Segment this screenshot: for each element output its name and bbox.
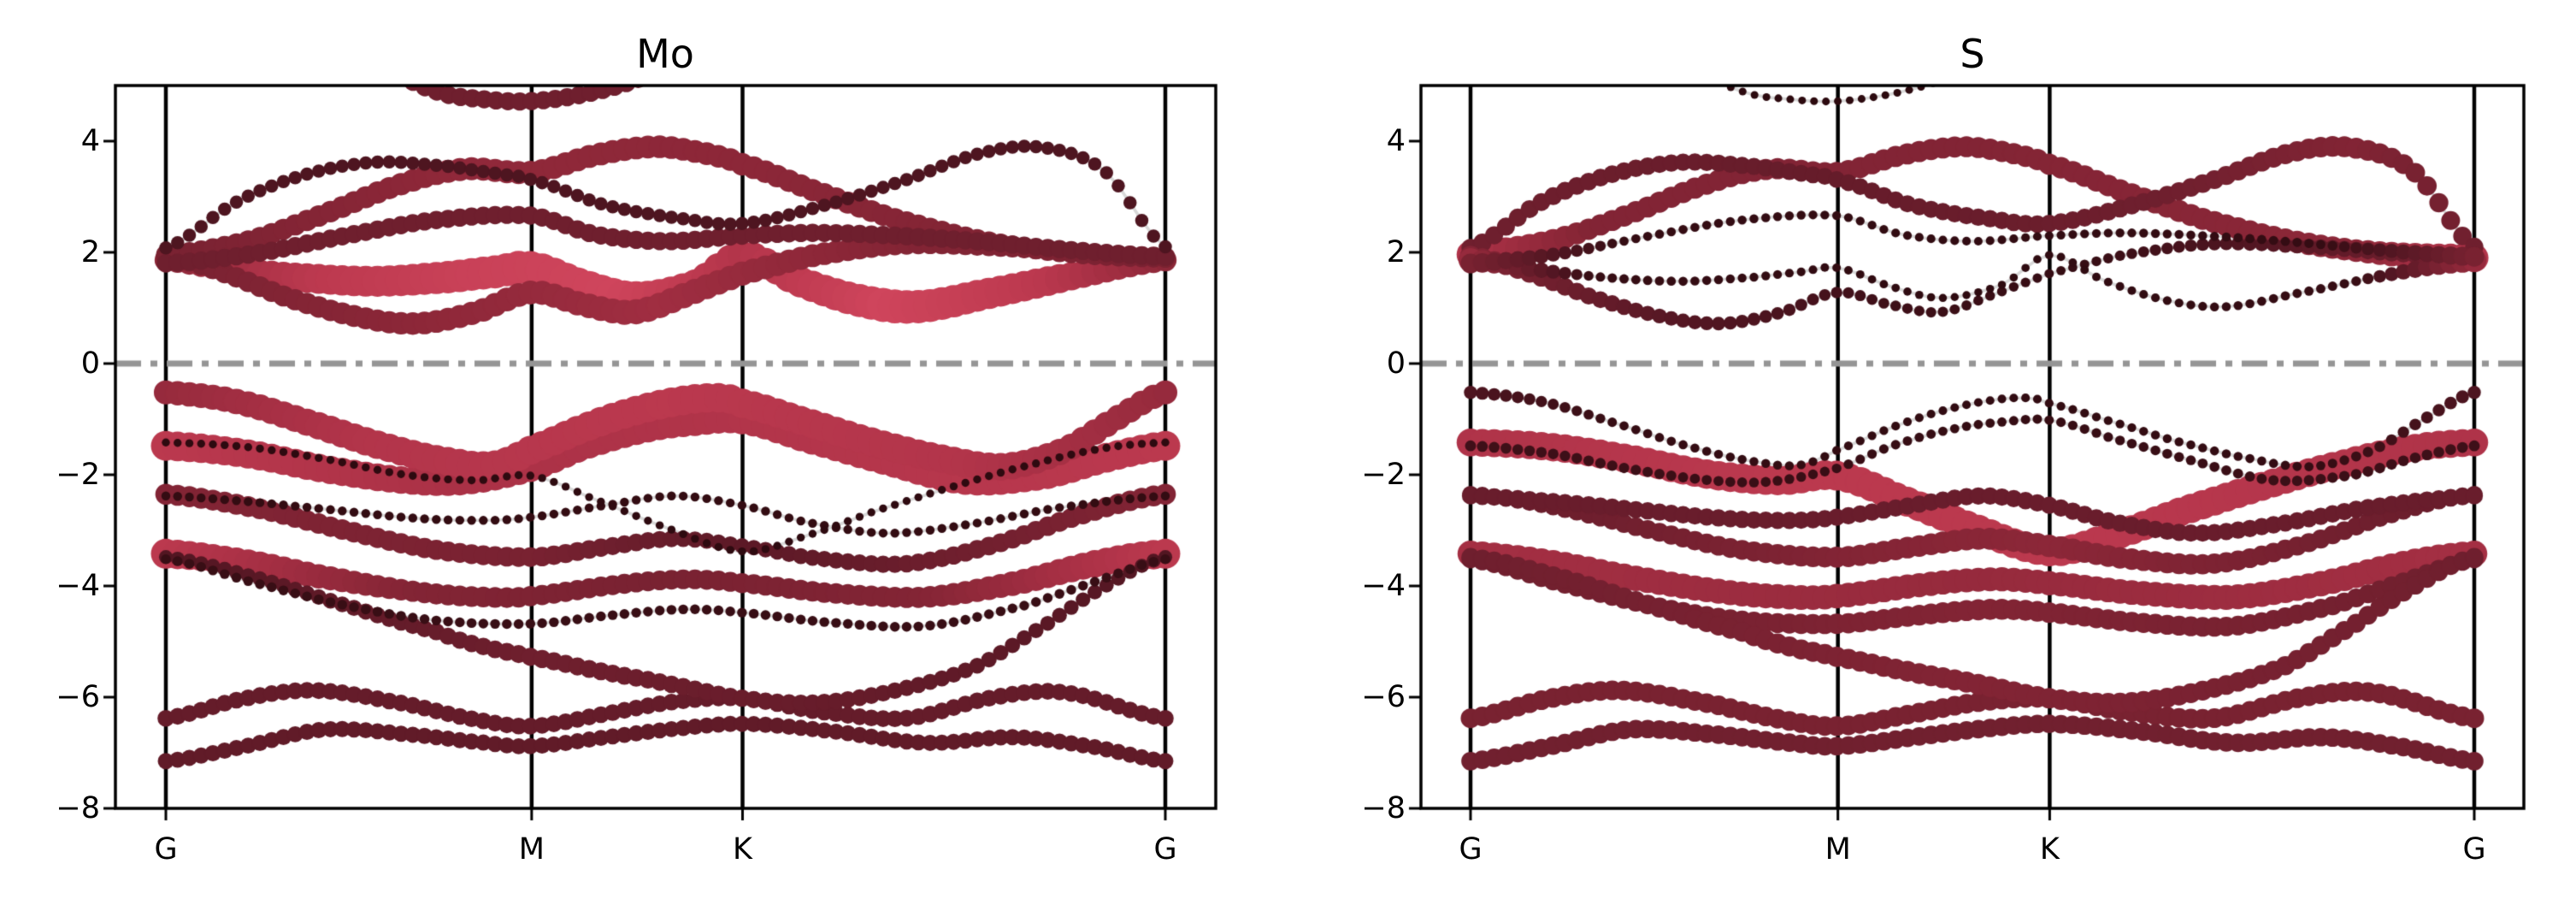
y-tick-label: 4 xyxy=(1386,124,1406,158)
y-tick-label: −2 xyxy=(1361,458,1406,492)
panel-title-mo: Mo xyxy=(636,31,694,77)
y-tick-label: 2 xyxy=(1386,235,1406,269)
y-tick-label: −4 xyxy=(1361,569,1406,603)
x-tick-label: M xyxy=(1824,832,1851,867)
x-tick-label: K xyxy=(2039,832,2060,867)
y-tick-label: 4 xyxy=(80,124,100,158)
y-tick-label: −8 xyxy=(56,791,100,825)
y-tick-label: −6 xyxy=(1361,680,1406,714)
y-tick-label: −8 xyxy=(1361,791,1406,825)
y-tick-label: −2 xyxy=(56,458,100,492)
x-tick-label: G xyxy=(154,832,178,867)
y-tick-label: 0 xyxy=(80,346,100,381)
y-tick-label: 0 xyxy=(1386,346,1406,381)
y-tick-label: −6 xyxy=(56,680,100,714)
x-tick-label: K xyxy=(733,832,752,867)
x-tick-label: G xyxy=(1153,832,1177,867)
panel-title-s: S xyxy=(1960,31,1985,77)
x-tick-label: M xyxy=(518,832,545,867)
y-tick-label: 2 xyxy=(80,235,100,269)
y-tick-label: −4 xyxy=(56,569,100,603)
x-tick-label: G xyxy=(1459,832,1483,867)
x-tick-label: G xyxy=(2462,832,2486,867)
